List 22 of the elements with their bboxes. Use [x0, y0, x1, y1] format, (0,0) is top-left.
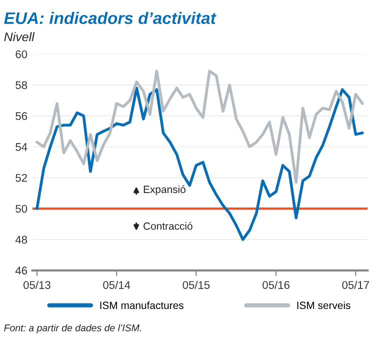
line-series [36, 70, 364, 184]
x-tick-label: 05/16 [262, 280, 290, 289]
x-tick-label: 05/17 [342, 280, 370, 289]
text: Font: a partir de dades de l’ISM. [4, 324, 141, 334]
y-tick-label: 54 [16, 143, 28, 151]
annotation: Contracció [144, 222, 192, 230]
x-tick-label: 05/13 [24, 280, 50, 289]
y-tick-label: 46 [15, 266, 28, 275]
y-tick-label: 52 [16, 174, 27, 182]
chart-title: EUA: indicadors d’activitat [4, 12, 216, 24]
x-tick-label: 05/15 [182, 280, 210, 289]
y-tick-label: 50 [16, 204, 28, 213]
y-tick-label: 60 [16, 50, 28, 58]
y-tick-label: 58 [16, 81, 28, 90]
line-series [36, 86, 364, 241]
legend-label: ISM manufactures [100, 301, 184, 310]
annotation: Expansió [144, 185, 186, 196]
legend-label: ISM serveis [297, 301, 350, 310]
chart-subtitle: Nivell [4, 32, 35, 42]
y-tick-label: 48 [15, 236, 28, 244]
y-tick-label: 56 [16, 112, 28, 120]
x-tick-label: 05/14 [103, 280, 130, 289]
